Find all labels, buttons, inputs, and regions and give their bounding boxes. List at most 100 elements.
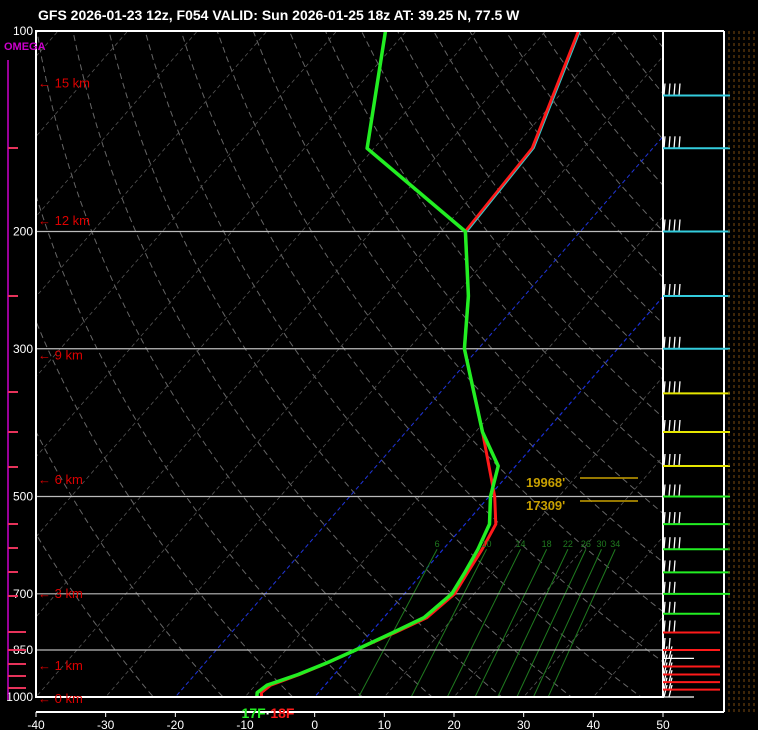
surface-temp-part: 17F [242,705,267,721]
wind-barb [662,581,694,595]
isotherm [244,215,663,697]
wind-barb-flag [663,381,666,394]
dry-adiabat [144,31,642,697]
dry-adiabat [613,31,663,95]
wind-barb-flag [663,646,668,659]
wind-barb-flag [673,381,676,394]
mixing-ratio-label: 10 [482,539,492,549]
dry-adiabat [36,320,294,697]
wind-barb-flag [678,381,681,394]
dry-adiabat [686,31,758,711]
height-label: ← 1 km [38,658,83,673]
wind-barb-flag [668,637,671,651]
wind-barb-flag [663,654,668,667]
x-tick-label: 0 [311,718,318,730]
pressure-label: 100 [13,24,33,38]
wind-barb-flag [663,537,666,550]
dry-adiabat [108,31,573,697]
mixing-ratio-line [497,549,569,697]
mixing-ratio-line [547,549,616,697]
pressure-label: 1000 [6,690,33,704]
wind-barb-flag [663,601,666,614]
wind-barb-flag [673,512,676,525]
wind-barb-flag [668,677,673,690]
wind-barb [662,684,694,698]
mixing-ratio-line [516,549,587,697]
wind-barb [662,381,694,394]
isotherm [36,31,268,298]
wind-barb [662,646,694,660]
mixing-ratio-label: 34 [610,539,620,549]
wind-barb-flag [673,581,676,594]
dry-adiabat [649,31,663,49]
wind-barb-flag [673,419,676,433]
mixing-ratio-line [533,549,602,697]
wind-barb-flag [668,419,671,433]
wind-barb-flag [673,136,676,149]
isotherm [662,696,663,697]
mixing-ratio-line [446,549,522,697]
wind-barb [662,620,694,634]
x-tick-label: 20 [447,718,461,730]
wind-barb [662,136,694,149]
surface-temp-part: 18F [270,705,295,721]
isotherm [523,536,663,697]
zero-isotherm [313,295,663,697]
x-tick-label: -40 [27,718,45,730]
wind-barb-flag [673,601,676,614]
dry-adiabat [288,31,663,515]
wind-barb-flag [663,677,668,690]
label-layer: 6 10 14 18 22 26 30 341002003005007008501000-40… [6,24,725,730]
wind-barb-flag [663,136,666,149]
wetbulb-line [467,31,581,232]
height-label: ← 15 km [38,76,90,91]
wind-barb [662,283,694,297]
x-tick-label: 40 [587,718,601,730]
mixing-ratio-label: 22 [563,539,573,549]
wind-barb [662,560,694,574]
wind-barb-flag [668,381,671,394]
isotherm [36,31,407,458]
wind-barb-flag [663,560,666,573]
dry-adiabat [36,533,155,697]
isotherm [36,31,338,378]
wind-barb [662,484,694,498]
wind-barb-flag [668,684,673,698]
wind-barb-flag [663,453,666,467]
mixing-ratio-label: 30 [596,539,606,549]
dry-adiabat [397,31,663,372]
wind-barb-flag [678,453,681,467]
wind-barb-flag [678,419,681,433]
height-label: ← 12 km [38,213,90,228]
dry-adiabat [216,31,663,613]
wind-barb-flag [673,484,676,497]
wind-barb-flag [668,620,671,633]
wind-barb-flag [663,283,666,297]
mixing-ratio-label: 26 [581,539,591,549]
wind-barb-flag [663,336,666,349]
wind-barb-flag [663,419,666,433]
dry-adiabat [505,31,663,232]
mixing-ratio-line [358,549,438,697]
wind-barb [662,512,694,525]
wind-barb-flag [668,219,671,232]
right-level-strip [663,31,755,712]
pressure-label: 200 [13,224,33,238]
wind-barbs [662,83,694,698]
wind-barb-flag [673,83,676,96]
wind-barb-flag [668,662,673,675]
wind-barb-flag [663,484,666,497]
wind-barb-flag [673,537,676,550]
wind-barb-flag [668,654,673,667]
dry-adiabat [180,31,663,663]
wind-barb-flag [663,637,666,651]
wind-barb [662,601,694,615]
wind-barb-flag [673,283,676,297]
isotherm [453,456,663,697]
wind-barb-flag [663,581,666,594]
freezing-level-label: 19968' [526,475,565,490]
temperature-line [259,31,580,697]
wind-barb-flag [678,283,681,297]
dry-adiabat [360,31,663,419]
wind-barb-flag [673,560,676,573]
